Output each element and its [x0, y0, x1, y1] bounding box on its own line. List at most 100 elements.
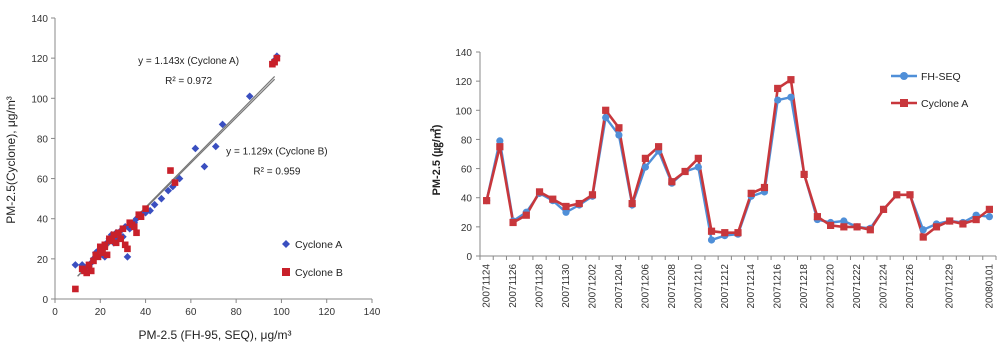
cyclone-a-point: [245, 92, 254, 101]
cyclone-b-point: [101, 241, 109, 249]
line-x-ticks: 20071124 20071126 20071128 20071130 20071202…: [479, 256, 997, 309]
scatter-x-ticks: 0 20 40 60 80 100 120 140: [52, 299, 381, 318]
line-y-tick-label: 140: [455, 48, 472, 59]
cyclone-a-point: [211, 142, 220, 151]
cyclone-a-line-point: [588, 191, 597, 199]
cyclone-a-line-point: [668, 178, 676, 186]
cyclone-a-line-point: [562, 202, 570, 211]
cyclone-a-line-point: [575, 199, 583, 208]
legend-circle-icon: [900, 72, 908, 80]
fh-seq-point: [707, 236, 716, 244]
line-x-tick-label: 20071130: [561, 264, 572, 308]
cyclone-b-point: [115, 229, 122, 237]
cyclone-a-line-point: [509, 218, 517, 227]
scatter-x-tick-label: 40: [140, 307, 152, 318]
scatter-x-tick-label: 80: [231, 307, 243, 318]
regression-annotation: R² = 0.972: [165, 76, 212, 87]
legend-square-icon: [282, 268, 290, 276]
cyclone-a-line-point: [549, 195, 557, 203]
regression-annotation: R² = 0.959: [253, 167, 300, 178]
cyclone-a-line-point: [866, 226, 874, 234]
line-y-tick-label: 100: [455, 106, 472, 117]
cyclone-a-line-point: [827, 221, 835, 229]
cyclone-b-point: [96, 243, 104, 251]
cyclone-a-line-point: [496, 143, 504, 151]
fh-seq-point: [985, 213, 993, 221]
line-x-tick-label: 20071224: [879, 264, 890, 309]
cyclone-a-line-point: [932, 223, 941, 231]
regression-annotation: y = 1.129x (Cyclone B): [226, 146, 327, 157]
cyclone-b-point: [110, 231, 118, 239]
cyclone-a-line-point: [760, 183, 769, 192]
line-x-tick-label: 20071226: [905, 264, 916, 309]
cyclone-a-line-point: [694, 154, 702, 162]
scatter-y-tick-label: 40: [37, 215, 49, 226]
cyclone-a-line-point: [641, 154, 649, 162]
cyclone-b-point: [273, 54, 281, 62]
cyclone-a-line-point: [985, 205, 993, 213]
line-y-tick-label: 40: [461, 194, 473, 205]
cyclone-b-point: [121, 241, 129, 249]
cyclone-b-point: [94, 253, 102, 261]
line-x-tick-label: 20071128: [535, 264, 546, 308]
fh-seq-point: [787, 93, 795, 101]
cyclone-b-point: [271, 58, 278, 66]
scatter-y-axis-label: PM-2.5(Cyclone), μg/m³: [4, 96, 18, 224]
cyclone-a-line-point: [628, 199, 636, 208]
cyclone-b-point: [83, 269, 90, 277]
cyclone-a-line-point: [893, 191, 901, 199]
cyclone-b-point: [117, 235, 124, 243]
cyclone-b-point: [137, 213, 145, 221]
line-y-tick-label: 20: [461, 223, 473, 234]
scatter-y-tick-label: 20: [37, 255, 49, 266]
line-x-tick-label: 20071124: [482, 264, 493, 308]
line-x-tick-label: 20071229: [945, 264, 956, 309]
cyclone-a-point: [191, 144, 200, 153]
line-y-axis-label: PM-2.5 (㎍/㎥): [429, 124, 444, 195]
cyclone-a-line-point: [959, 220, 967, 228]
cyclone-a-point: [157, 194, 166, 203]
scatter-y-tick-label: 0: [42, 295, 48, 306]
cyclone-a-line-point: [747, 189, 755, 197]
scatter-y-tick-label: 140: [31, 14, 48, 25]
cyclone-b-point: [171, 179, 179, 186]
cyclone-a-line-point: [879, 205, 888, 213]
line-y-tick-label: 120: [455, 77, 472, 88]
cyclone-a-line-point: [972, 215, 980, 224]
scatter-x-tick-label: 120: [318, 307, 335, 318]
cyclone-b-point: [99, 249, 106, 257]
line-x-tick-label: 20071222: [852, 264, 863, 309]
scatter-legend-label: Cyclone A: [295, 239, 342, 251]
cyclone-b-point: [124, 245, 131, 253]
fh-seq-point: [774, 96, 782, 104]
scatter-annotations: y = 1.143x (Cyclone A) R² = 0.972 y = 1.12…: [138, 56, 327, 177]
line-y-tick-label: 0: [466, 252, 472, 263]
scatter-x-tick-label: 20: [95, 307, 107, 318]
cyclone-b-point: [130, 223, 138, 231]
cyclone-b-point: [103, 251, 111, 259]
cyclone-a-line-point: [813, 213, 821, 221]
line-y-tick-label: 60: [461, 165, 473, 176]
cyclone-a-line-point: [483, 197, 491, 205]
legend-square-icon: [900, 99, 908, 107]
scatter-x-tick-label: 100: [273, 307, 290, 318]
scatter-points: [71, 52, 281, 293]
cyclone-b-point: [87, 267, 95, 275]
cyclone-a-line-point: [774, 84, 782, 93]
cyclone-a-line-point: [615, 124, 623, 132]
cyclone-a-point: [141, 208, 150, 217]
line-x-tick-label: 20071202: [587, 264, 598, 309]
regression-annotation: y = 1.143x (Cyclone A): [138, 56, 239, 67]
cyclone-a-point: [146, 206, 154, 215]
line-x-tick-label: 20071216: [773, 264, 784, 309]
cyclone-a-point: [218, 120, 227, 129]
cyclone-a-line-point: [522, 211, 530, 219]
line-y-ticks: 0 20 40 60 80 100 120 140: [455, 48, 480, 263]
scatter-x-axis-label: PM-2.5 (FH-95, SEQ), μg/m³: [139, 328, 292, 342]
cyclone-a-line-point: [655, 143, 663, 151]
scatter-legend-label: Cyclone B: [295, 267, 343, 279]
line-x-tick-label: 20071214: [746, 264, 757, 309]
cyclone-a-line-point: [721, 229, 729, 237]
line-x-tick-label: 20071212: [720, 264, 731, 309]
cyclone-b-point: [133, 229, 140, 237]
